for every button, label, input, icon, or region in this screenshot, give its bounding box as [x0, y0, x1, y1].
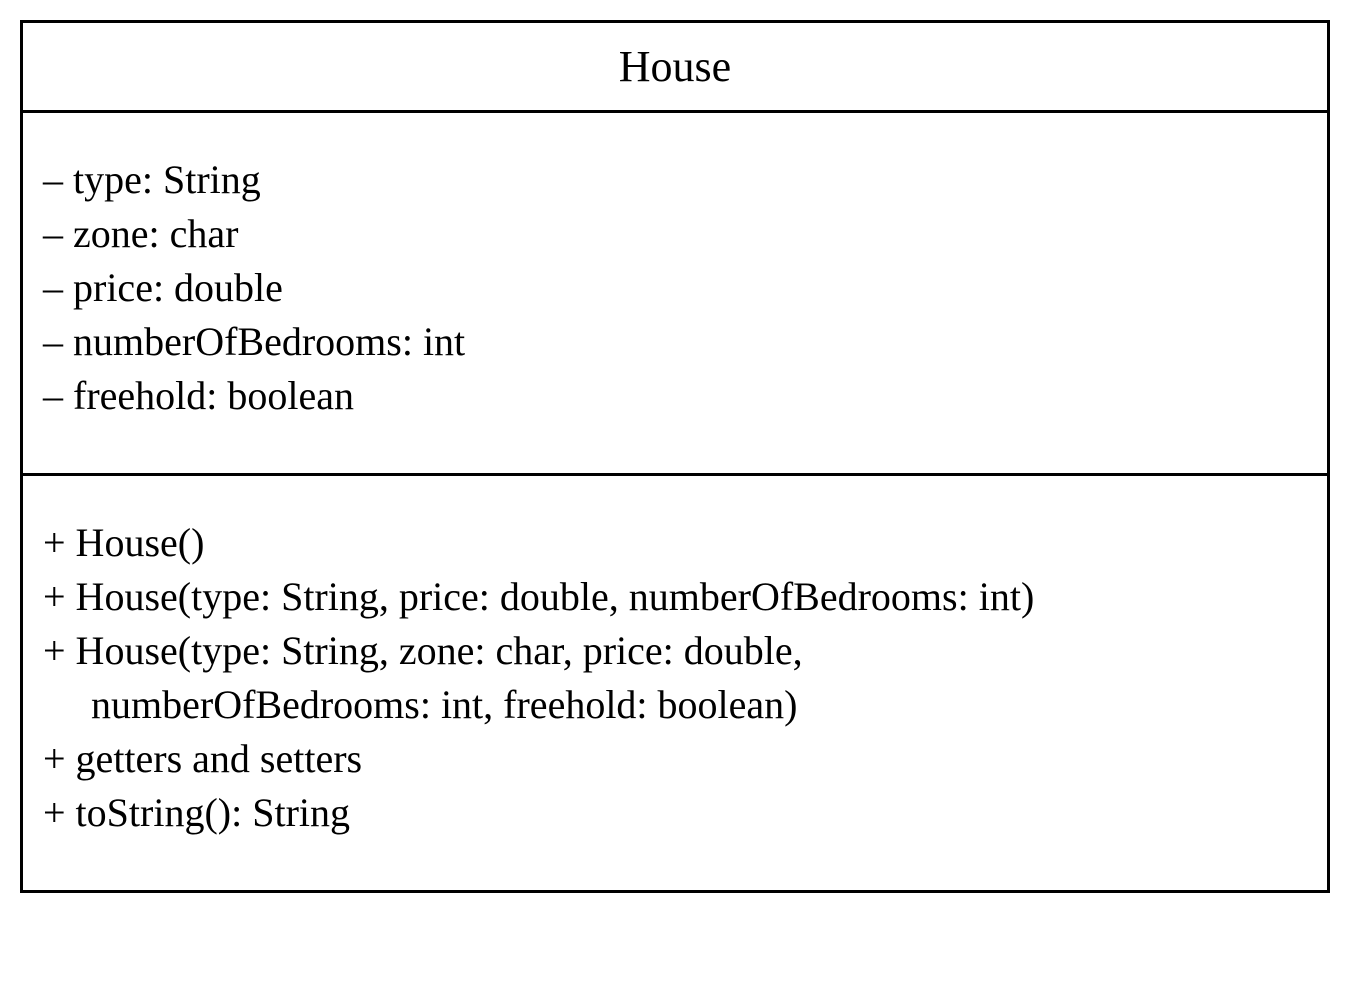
uml-class-diagram: House – type: String – zone: char – pric… — [20, 20, 1330, 893]
method-line: + House(type: String, price: double, num… — [43, 570, 1307, 624]
attributes-section: – type: String – zone: char – price: dou… — [23, 113, 1327, 476]
method-line: + getters and setters — [43, 732, 1307, 786]
attribute-line: – type: String — [43, 153, 1307, 207]
attribute-line: – price: double — [43, 261, 1307, 315]
attribute-line: – zone: char — [43, 207, 1307, 261]
methods-section: + House() + House(type: String, price: d… — [23, 476, 1327, 890]
class-name-section: House — [23, 23, 1327, 113]
class-name: House — [619, 42, 731, 91]
method-line: + House(type: String, zone: char, price:… — [43, 624, 1307, 678]
attribute-line: – freehold: boolean — [43, 369, 1307, 423]
method-line: + toString(): String — [43, 786, 1307, 840]
method-line-continuation: numberOfBedrooms: int, freehold: boolean… — [43, 678, 1307, 732]
method-line: + House() — [43, 516, 1307, 570]
attribute-line: – numberOfBedrooms: int — [43, 315, 1307, 369]
